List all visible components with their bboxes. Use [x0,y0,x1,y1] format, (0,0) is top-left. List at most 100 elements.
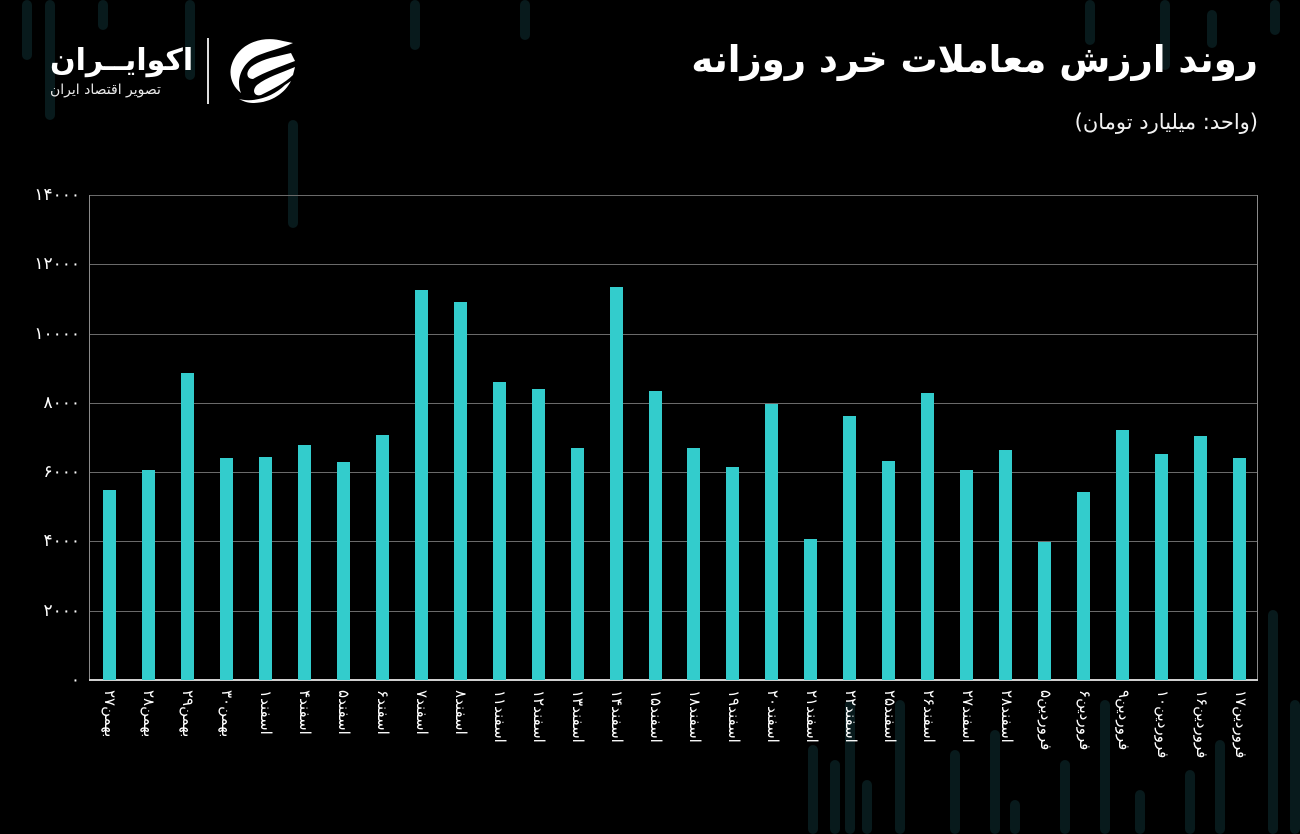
x-tick-label-text: اسفند۲۱ [802,690,821,743]
x-tick-label-text: اسفند۷ [413,690,432,735]
bar [1233,457,1247,680]
x-tick-label: فروردین۱۰ [1154,690,1190,800]
y-tick-label: ۶۰۰۰ [43,462,80,483]
x-tick-label-text: فروردین۱۰ [1153,690,1172,759]
brand-tagline: تصویر اقتصاد ایران [50,82,161,98]
bar [258,456,272,680]
bar [414,289,428,680]
x-tick-label-text: اسفند۱۹ [724,690,743,743]
y-tick-label: ۸۰۰۰ [43,392,80,413]
x-tick-label: فروردین۱۷ [1232,690,1268,800]
x-tick-label-text: فروردین۱۷ [1231,690,1250,759]
x-tick-label: اسفند۷ [413,690,449,800]
bar [609,286,623,680]
bar [180,373,194,680]
x-tick-label-text: اسفند۱۲ [530,690,549,743]
y-tick-label: ۱۴۰۰۰ [34,185,80,205]
brand-text: اکوایــران تصویر اقتصاد ایران [50,42,193,100]
x-tick-label: اسفند۱۵ [647,690,683,800]
chart-subtitle: (واحد: میلیارد تومان) [1074,110,1258,134]
x-tick-label-text: اسفند۲۵ [880,690,899,743]
x-tick-label: اسفند۱ [257,690,293,800]
x-tick-label: بهمن۲۷ [101,690,137,800]
logo-divider [207,38,210,104]
x-tick-label-text: اسفند۱۵ [647,690,666,743]
x-tick-label: اسفند۲۸ [998,690,1034,800]
bar [882,461,896,680]
ecoiran-logo-icon [230,39,296,103]
x-tick-label: اسفند۶ [374,690,410,800]
bar [102,490,116,680]
bar [336,462,350,680]
bar [960,470,974,680]
bar [453,302,467,680]
gridline [90,333,1257,335]
bar [804,539,818,680]
x-tick-label-text: فروردین۵ [1036,690,1055,751]
bar [726,466,740,680]
x-tick-label: اسفند۸ [452,690,488,800]
x-tick-label: اسفند۲۱ [803,690,839,800]
bar [1155,454,1169,680]
x-tick-label-text: اسفند۴ [296,690,315,735]
gridline [90,195,1257,196]
bar [1116,429,1130,680]
x-tick-label: فروردین۱۶ [1193,690,1229,800]
plot-area [89,195,1258,681]
bar [843,416,857,680]
x-tick-label-text: اسفند۸ [452,690,471,735]
x-tick-label-text: فروردین۱۶ [1192,690,1211,759]
bar [1038,542,1052,680]
y-tick-label: ۰ [70,670,80,690]
bar [219,457,233,680]
gridline [90,402,1257,404]
x-tick-label: اسفند۱۲ [530,690,566,800]
y-tick-label: ۲۰۰۰ [43,600,80,621]
bar [1194,436,1208,680]
bar [492,382,506,680]
x-tick-label: فروردین۶ [1076,690,1112,800]
x-tick-label: اسفند۱۳ [569,690,605,800]
x-tick-label-text: اسفند۱۳ [569,690,588,743]
bar [765,403,779,680]
bar [921,392,935,680]
x-tick-label-text: اسفند۲۷ [958,690,977,743]
x-tick-label: اسفند۲۲ [842,690,878,800]
x-tick-label-text: بهمن۲۷ [101,690,120,738]
x-tick-label: فروردین۹ [1115,690,1151,800]
x-tick-label-text: اسفند۲۸ [997,690,1016,743]
bar [1077,491,1091,680]
x-tick-label: بهمن۳۰ [218,690,254,800]
bar [648,391,662,680]
x-tick-label: اسفند۱۸ [686,690,722,800]
gridline [90,472,1257,474]
x-tick-label-text: اسفند۱۴ [608,690,627,743]
bar [570,447,584,680]
chart-title: روند ارزش معاملات خرد روزانه [691,38,1258,81]
x-tick-label-text: اسفند۲۰ [763,690,782,743]
bar [687,447,701,680]
x-tick-label: اسفند۲۶ [920,690,956,800]
y-tick-label: ۴۰۰۰ [43,531,80,552]
gridline [90,541,1257,543]
x-tick-label: اسفند۱۱ [491,690,527,800]
x-tick-label-text: اسفند۶ [374,690,393,735]
brand-name: اکوایــران [50,43,194,78]
x-tick-label: اسفند۲۷ [959,690,995,800]
brand-logo: اکوایــران تصویر اقتصاد ایران [50,32,299,110]
x-tick-label-text: بهمن۲۸ [140,690,159,738]
x-tick-label-text: اسفند۵ [335,690,354,735]
x-tick-label: اسفند۲۰ [764,690,800,800]
bar [531,389,545,680]
x-tick-label-text: اسفند۱ [257,690,276,735]
x-tick-label-text: اسفند۲۶ [919,690,938,743]
x-tick-label: فروردین۵ [1037,690,1073,800]
y-tick-label: ۱۰۰۰۰ [34,323,80,344]
x-tick-label: اسفند۱۹ [725,690,761,800]
x-tick-label: اسفند۲۵ [881,690,917,800]
x-tick-label: اسفند۴ [296,690,332,800]
bar [999,449,1013,680]
x-tick-label-text: بهمن۲۹ [179,690,198,738]
bar [297,445,311,680]
bar [375,435,389,680]
